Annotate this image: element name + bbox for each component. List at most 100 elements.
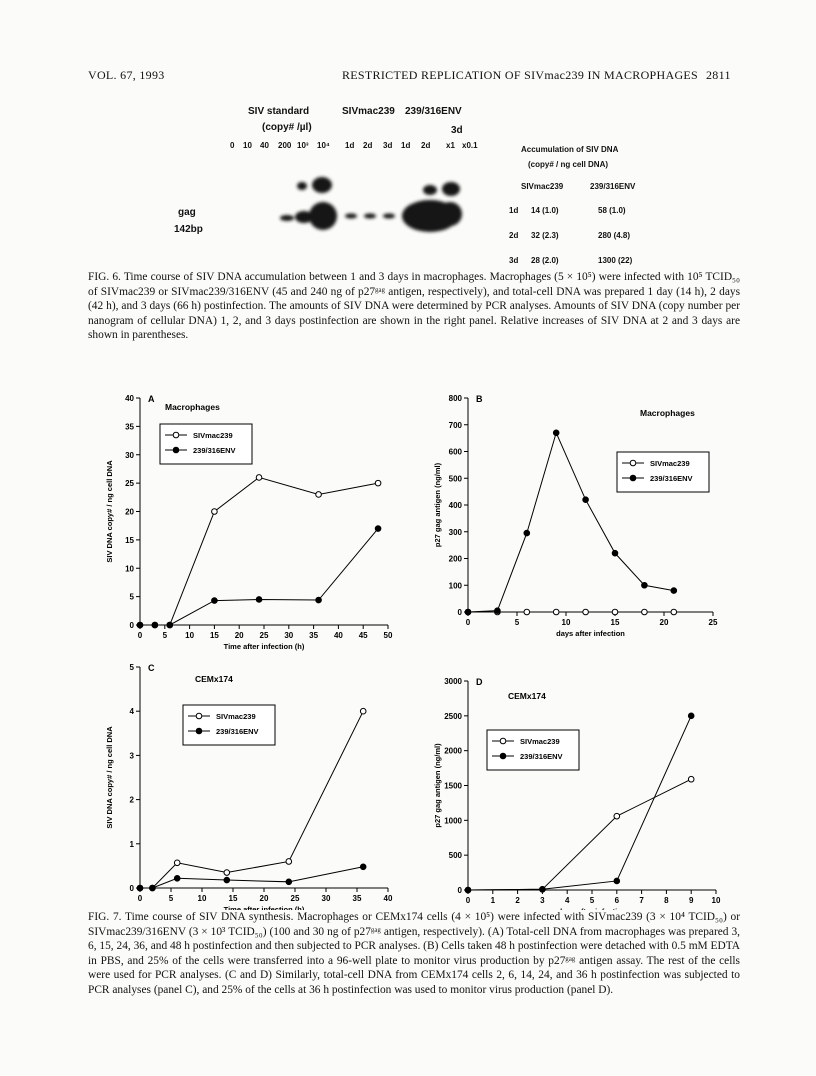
data-point <box>670 608 678 616</box>
table-cell: 1300 (22) <box>598 256 633 265</box>
data-point <box>211 597 218 604</box>
y-tick-label: 3000 <box>444 677 462 686</box>
data-point <box>315 596 322 604</box>
data-point <box>374 525 382 532</box>
legend-label: 239/316ENV <box>650 474 693 483</box>
x-tick-label: 35 <box>353 894 362 903</box>
chart-title: Macrophages <box>640 408 695 418</box>
data-point <box>149 884 156 892</box>
x-tick-label: 4 <box>565 896 570 905</box>
data-point <box>611 549 619 557</box>
x-axis-label: days after infection <box>558 907 627 910</box>
x-tick-label: 25 <box>291 894 300 903</box>
data-point <box>173 859 181 867</box>
legend-marker <box>195 727 203 735</box>
y-tick-label: 15 <box>125 536 134 545</box>
x-tick-label: 1 <box>491 896 496 905</box>
page-number: 2811 <box>706 68 731 82</box>
y-tick-label: 600 <box>449 448 463 457</box>
legend-box <box>182 704 276 746</box>
x-tick-label: 30 <box>322 894 331 903</box>
table-cell: 14 (1.0) <box>531 206 559 215</box>
chart-title: Macrophages <box>165 402 220 412</box>
x-tick-label: 8 <box>664 896 669 905</box>
gel-standard-units: (copy# /µl) <box>262 122 312 133</box>
x-tick-label: 0 <box>466 618 471 627</box>
x-tick-label: 0 <box>466 896 471 905</box>
legend-label: SIVmac239 <box>520 737 560 746</box>
x-tick-label: 35 <box>309 631 318 640</box>
x-tick-label: 10 <box>562 618 571 627</box>
x-tick-label: 6 <box>615 896 620 905</box>
gel-lane-label: 0 <box>230 141 235 150</box>
y-tick-label: 1000 <box>444 816 462 825</box>
x-tick-label: 9 <box>689 896 694 905</box>
chart-title: CEMx174 <box>195 674 233 684</box>
y-tick-label: 700 <box>449 421 463 430</box>
legend-marker <box>172 431 180 439</box>
gel-band-label: gag <box>178 207 196 218</box>
gel-image <box>280 177 462 232</box>
x-tick-label: 0 <box>138 894 143 903</box>
table-cell: 28 (2.0) <box>531 256 559 265</box>
x-tick-label: 20 <box>260 894 269 903</box>
x-tick-label: 3 <box>540 896 545 905</box>
gel-lane-label: x1 <box>446 141 455 150</box>
x-tick-label: 15 <box>611 618 620 627</box>
data-point <box>374 479 382 487</box>
x-tick-label: 30 <box>284 631 293 640</box>
x-axis-label: Time after infection (h) <box>224 642 305 651</box>
data-point <box>613 812 621 820</box>
series-line <box>467 715 692 891</box>
data-point <box>166 621 174 629</box>
data-point <box>359 863 367 871</box>
gel-bands <box>280 177 462 232</box>
data-point <box>255 596 263 603</box>
gel-sample-label: 239/316ENV <box>405 106 462 117</box>
y-tick-label: 1 <box>130 840 135 849</box>
data-point <box>582 496 589 503</box>
gel-lane-label: 200 <box>278 141 292 150</box>
y-tick-label: 0 <box>458 886 463 895</box>
x-tick-label: 50 <box>384 631 393 640</box>
x-tick-label: 5 <box>169 894 174 903</box>
table-column-header: 239/316ENV <box>590 182 636 191</box>
data-point <box>464 608 472 616</box>
chart-title: CEMx174 <box>508 691 546 701</box>
gel-lane-label: x0.1 <box>462 141 478 150</box>
x-tick-label: 40 <box>384 894 393 903</box>
y-tick-label: 40 <box>125 394 134 403</box>
gel-lane-label: 2d <box>421 141 431 150</box>
data-point <box>523 529 531 537</box>
data-point <box>552 429 560 437</box>
legend-marker <box>629 474 637 482</box>
gel-lane-label: 1d <box>345 141 355 150</box>
legend-label: SIVmac239 <box>193 431 233 440</box>
volume: VOL. 67, 1993 <box>88 68 165 82</box>
panel-label: A <box>148 394 155 404</box>
x-tick-label: 10 <box>198 894 207 903</box>
data-point <box>494 607 501 614</box>
gel-lane-label: 40 <box>260 141 269 150</box>
gel-sample-label: SIVmac239 <box>342 106 395 117</box>
legend-marker <box>172 446 180 454</box>
table-row-label: 1d <box>509 206 519 215</box>
y-tick-label: 20 <box>125 508 134 517</box>
data-point <box>523 608 531 616</box>
y-tick-label: 0 <box>130 884 135 893</box>
x-tick-label: 10 <box>185 631 194 640</box>
x-tick-label: 10 <box>712 896 721 905</box>
table-title: Accumulation of SIV DNA <box>521 145 619 154</box>
gel-lane-label: 10³ <box>297 141 309 150</box>
data-point <box>687 775 695 783</box>
series-line <box>467 778 692 891</box>
legend-label: SIVmac239 <box>216 712 256 721</box>
x-tick-label: 20 <box>660 618 669 627</box>
legend-marker <box>499 752 507 760</box>
gel-lane-label: 10⁴ <box>317 141 330 150</box>
table-cell: 58 (1.0) <box>598 206 626 215</box>
legend-marker <box>629 459 637 467</box>
y-tick-label: 25 <box>125 479 134 488</box>
